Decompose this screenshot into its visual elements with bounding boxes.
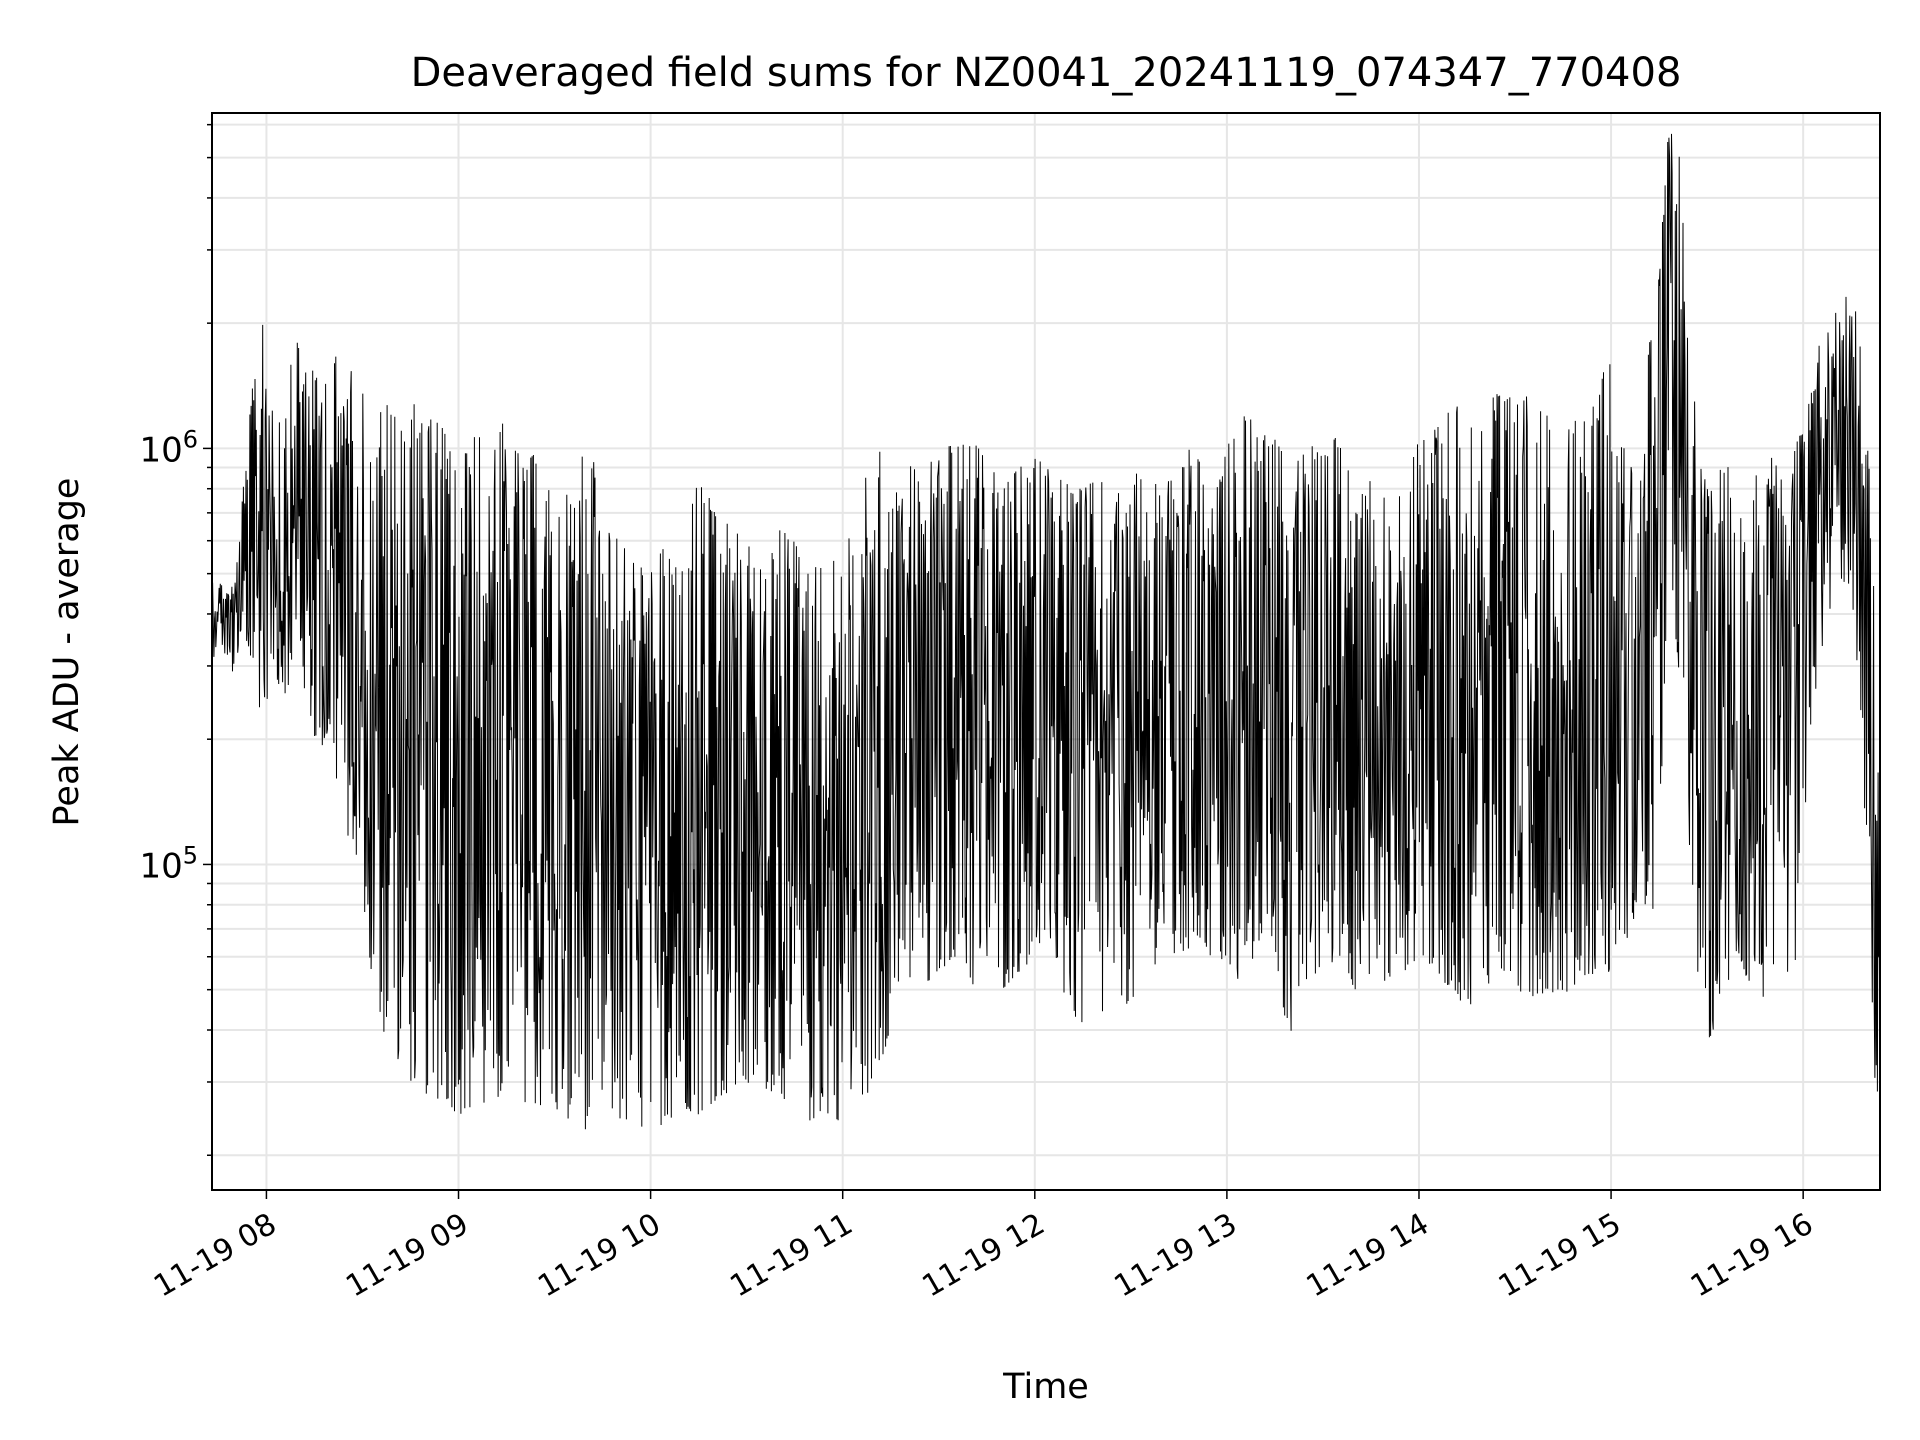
x-axis-ticks: 11-19 08 11-19 09 11-19 10 11-19 11 11-19 12… — [148, 1190, 1819, 1304]
y-axis-ticks: 106 105 — [139, 123, 212, 1156]
x-tick-label: 11-19 08 — [148, 1207, 282, 1305]
x-tick-label: 11-19 16 — [1685, 1207, 1819, 1305]
chart-title: Deaveraged field sums for NZ0041_2024111… — [411, 50, 1682, 96]
y-tick-label: 106 — [139, 425, 198, 470]
y-tick-label: 105 — [139, 841, 198, 886]
series-line — [212, 133, 1880, 1130]
x-tick-label: 11-19 15 — [1493, 1207, 1627, 1305]
x-tick-label: 11-19 10 — [532, 1207, 666, 1305]
x-tick-label: 11-19 13 — [1109, 1207, 1243, 1305]
plot-area — [212, 133, 1880, 1130]
y-axis-label: Peak ADU - average — [47, 478, 87, 827]
x-axis-label: Time — [1002, 1367, 1089, 1407]
x-tick-label: 11-19 14 — [1301, 1207, 1435, 1305]
x-tick-label: 11-19 11 — [724, 1207, 858, 1305]
plot-frame — [211, 112, 1881, 1191]
x-tick-label: 11-19 12 — [916, 1207, 1050, 1305]
x-tick-label: 11-19 09 — [340, 1207, 474, 1305]
